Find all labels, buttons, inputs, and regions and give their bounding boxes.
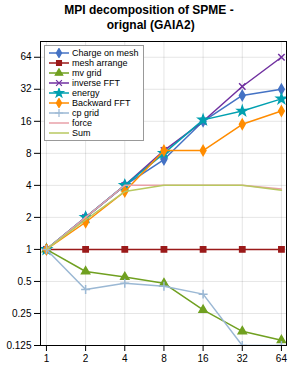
svg-text:32: 32: [20, 83, 32, 94]
svg-text:2: 2: [26, 212, 32, 223]
html-text:energy: energy: [72, 88, 100, 98]
svg-text:1: 1: [44, 353, 50, 364]
html-text:mesh arrange: mesh arrange: [72, 58, 128, 68]
svg-text:16: 16: [20, 116, 32, 127]
svg-text:0.125: 0.125: [6, 340, 31, 351]
svg-text:32: 32: [237, 353, 249, 364]
html-text:inverse FFT: inverse FFT: [72, 78, 120, 88]
html-text:force: force: [72, 118, 92, 128]
svg-text:64: 64: [276, 353, 288, 364]
svg-text:8: 8: [161, 353, 167, 364]
svg-text:0.25: 0.25: [12, 308, 32, 319]
svg-text:0.5: 0.5: [18, 276, 32, 287]
html-text:MPI decomposition of SPME - or: MPI decomposition of SPME - orignal (GAI…: [64, 3, 234, 32]
svg-text:2: 2: [83, 353, 89, 364]
svg-text:64: 64: [20, 51, 32, 62]
svg-text:4: 4: [26, 180, 32, 191]
html-text:mv grid: mv grid: [72, 68, 102, 78]
svg-text:4: 4: [122, 353, 128, 364]
html-text:Backward FFT: Backward FFT: [72, 98, 131, 108]
svg-text:1: 1: [26, 244, 32, 255]
svg-text:8: 8: [26, 148, 32, 159]
svg-text:16: 16: [198, 353, 210, 364]
html-text:Sum: Sum: [72, 128, 91, 138]
html-text:cp grid: cp grid: [72, 108, 99, 118]
html-text:Charge on mesh: Charge on mesh: [72, 48, 139, 58]
